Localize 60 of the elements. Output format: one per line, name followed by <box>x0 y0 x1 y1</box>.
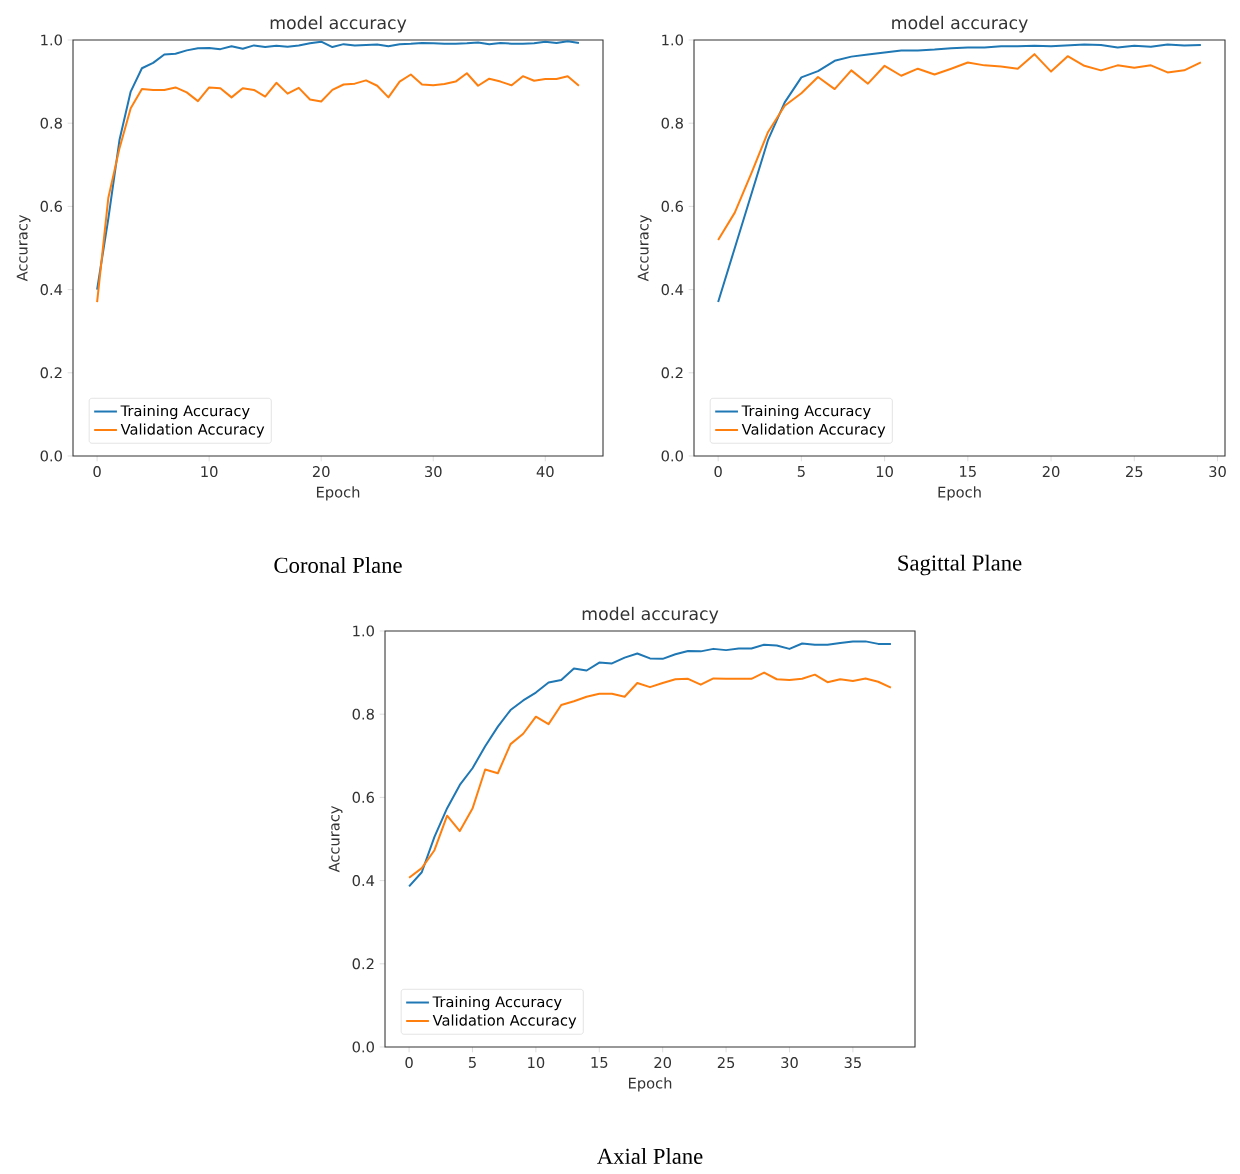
y-tick-label: 0.2 <box>40 367 62 379</box>
x-tick-label: 0 <box>714 466 722 478</box>
x-tick-label: 15 <box>960 466 976 477</box>
x-tick-label: 20 <box>654 1057 672 1069</box>
line-series <box>717 53 1202 242</box>
y-axis-title: Accuracy <box>328 805 343 873</box>
y-tick-label: 1.0 <box>662 34 683 46</box>
x-tick-label: 10 <box>876 466 893 478</box>
x-tick-label: 25 <box>717 1057 735 1069</box>
x-tick-label: 20 <box>312 466 330 478</box>
y-tick-label: 0.4 <box>352 875 375 887</box>
legend-label: Training Accuracy <box>741 404 871 420</box>
line-series <box>96 40 580 291</box>
y-tick-label: 0.8 <box>40 117 62 129</box>
y-tick-label: 0.0 <box>40 450 62 462</box>
y-tick-label: 0.2 <box>352 958 374 970</box>
x-tick-label: 10 <box>201 466 218 478</box>
text: Axial Plane <box>597 1148 703 1164</box>
chart-title: model accuracy <box>892 15 1028 33</box>
x-tick-label: 40 <box>536 466 554 478</box>
text: Sagittal Plane <box>898 554 1022 576</box>
legend-label: Training Accuracy <box>120 404 250 420</box>
y-tick-label: 0.6 <box>352 791 375 803</box>
y-tick-label: 1.0 <box>41 34 62 46</box>
x-tick-label: 30 <box>781 1057 798 1069</box>
x-axis-title: Epoch <box>316 486 360 501</box>
line-series <box>408 640 892 888</box>
y-tick-label: 0.0 <box>352 1041 374 1053</box>
y-tick-label: 0.4 <box>40 284 63 296</box>
legend-label: Validation Accuracy <box>120 423 265 438</box>
line-series <box>96 72 580 304</box>
x-tick-label: 30 <box>1209 466 1226 478</box>
x-tick-label: 5 <box>797 466 805 477</box>
x-tick-label: 25 <box>1126 466 1143 478</box>
y-tick-label: 0.2 <box>661 367 683 379</box>
x-axis-title: Epoch <box>938 486 981 501</box>
y-axis-title: Accuracy <box>16 214 31 282</box>
x-tick-label: 20 <box>1042 466 1060 478</box>
x-axis-title: Epoch <box>628 1077 672 1092</box>
x-tick-label: 5 <box>468 1057 476 1068</box>
y-tick-label: 0.6 <box>661 200 684 212</box>
y-tick-label: 0.0 <box>661 450 683 462</box>
x-tick-label: 0 <box>405 1057 413 1069</box>
y-tick-label: 1.0 <box>353 625 374 637</box>
legend-label: Validation Accuracy <box>432 1014 577 1029</box>
x-tick-label: 15 <box>591 1057 608 1068</box>
x-tick-label: 30 <box>425 466 442 478</box>
x-tick-label: 0 <box>93 466 101 478</box>
text: Coronal Plane <box>274 557 402 573</box>
legend-label: Training Accuracy <box>432 995 562 1011</box>
chart-title: model accuracy <box>582 606 719 624</box>
y-tick-label: 0.8 <box>352 708 374 720</box>
legend-label: Validation Accuracy <box>741 423 886 438</box>
y-tick-label: 0.8 <box>661 117 683 129</box>
x-tick-label: 35 <box>844 1057 861 1069</box>
chart-title: model accuracy <box>270 15 407 33</box>
y-axis-title: Accuracy <box>637 214 652 282</box>
y-tick-label: 0.6 <box>40 200 63 212</box>
y-tick-label: 0.4 <box>661 284 684 296</box>
x-tick-label: 10 <box>528 1057 545 1069</box>
